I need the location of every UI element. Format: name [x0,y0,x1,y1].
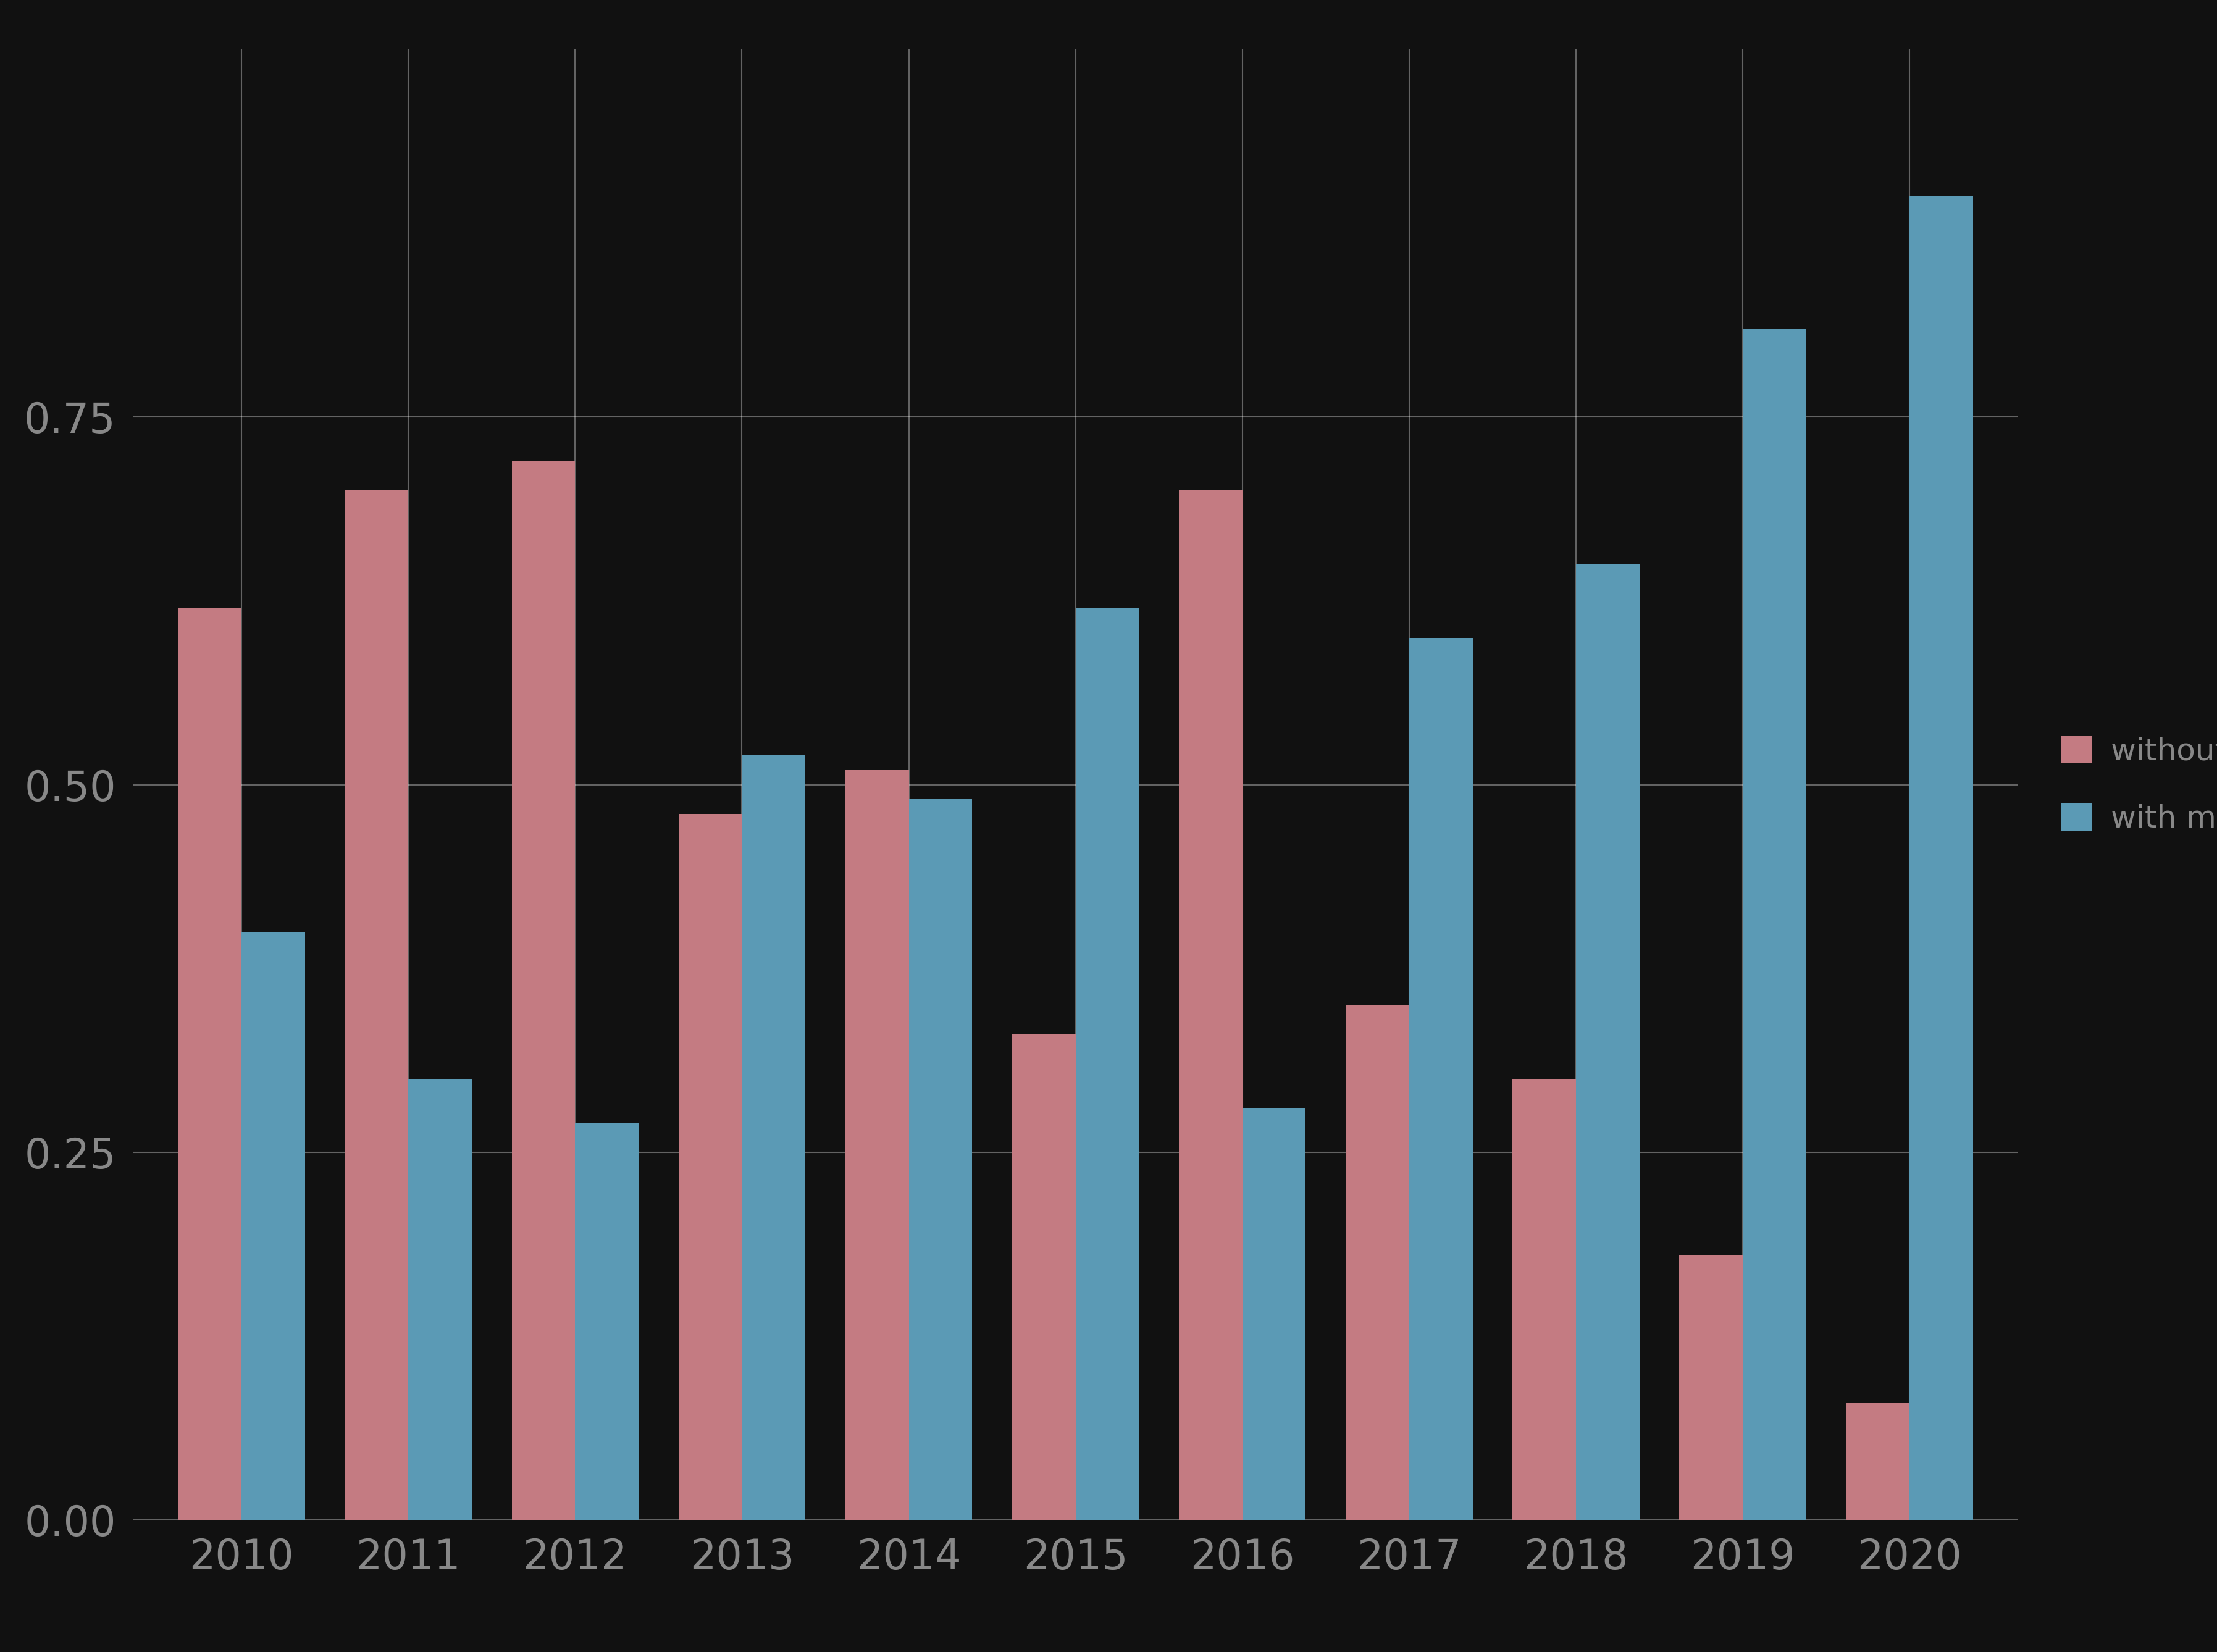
Bar [1011,1034,1075,1520]
Bar [1678,1256,1743,1520]
Bar [242,932,304,1520]
Bar [1179,491,1242,1520]
Bar [909,800,971,1520]
Bar [1909,197,1973,1520]
Bar [574,1123,638,1520]
Bar [346,491,408,1520]
Bar [845,770,909,1520]
Bar [408,1079,472,1520]
Bar [1075,608,1140,1520]
Legend: without multithreading, with multithreading: without multithreading, with multithread… [2051,727,2217,843]
Bar [1512,1079,1576,1520]
Bar [1847,1403,1909,1520]
Bar [1346,1004,1408,1520]
Bar [512,461,574,1520]
Bar [678,814,743,1520]
Bar [1743,329,1805,1520]
Bar [1576,565,1638,1520]
Bar [743,755,805,1520]
Bar [1242,1108,1306,1520]
Bar [1408,638,1472,1520]
Bar [177,608,242,1520]
